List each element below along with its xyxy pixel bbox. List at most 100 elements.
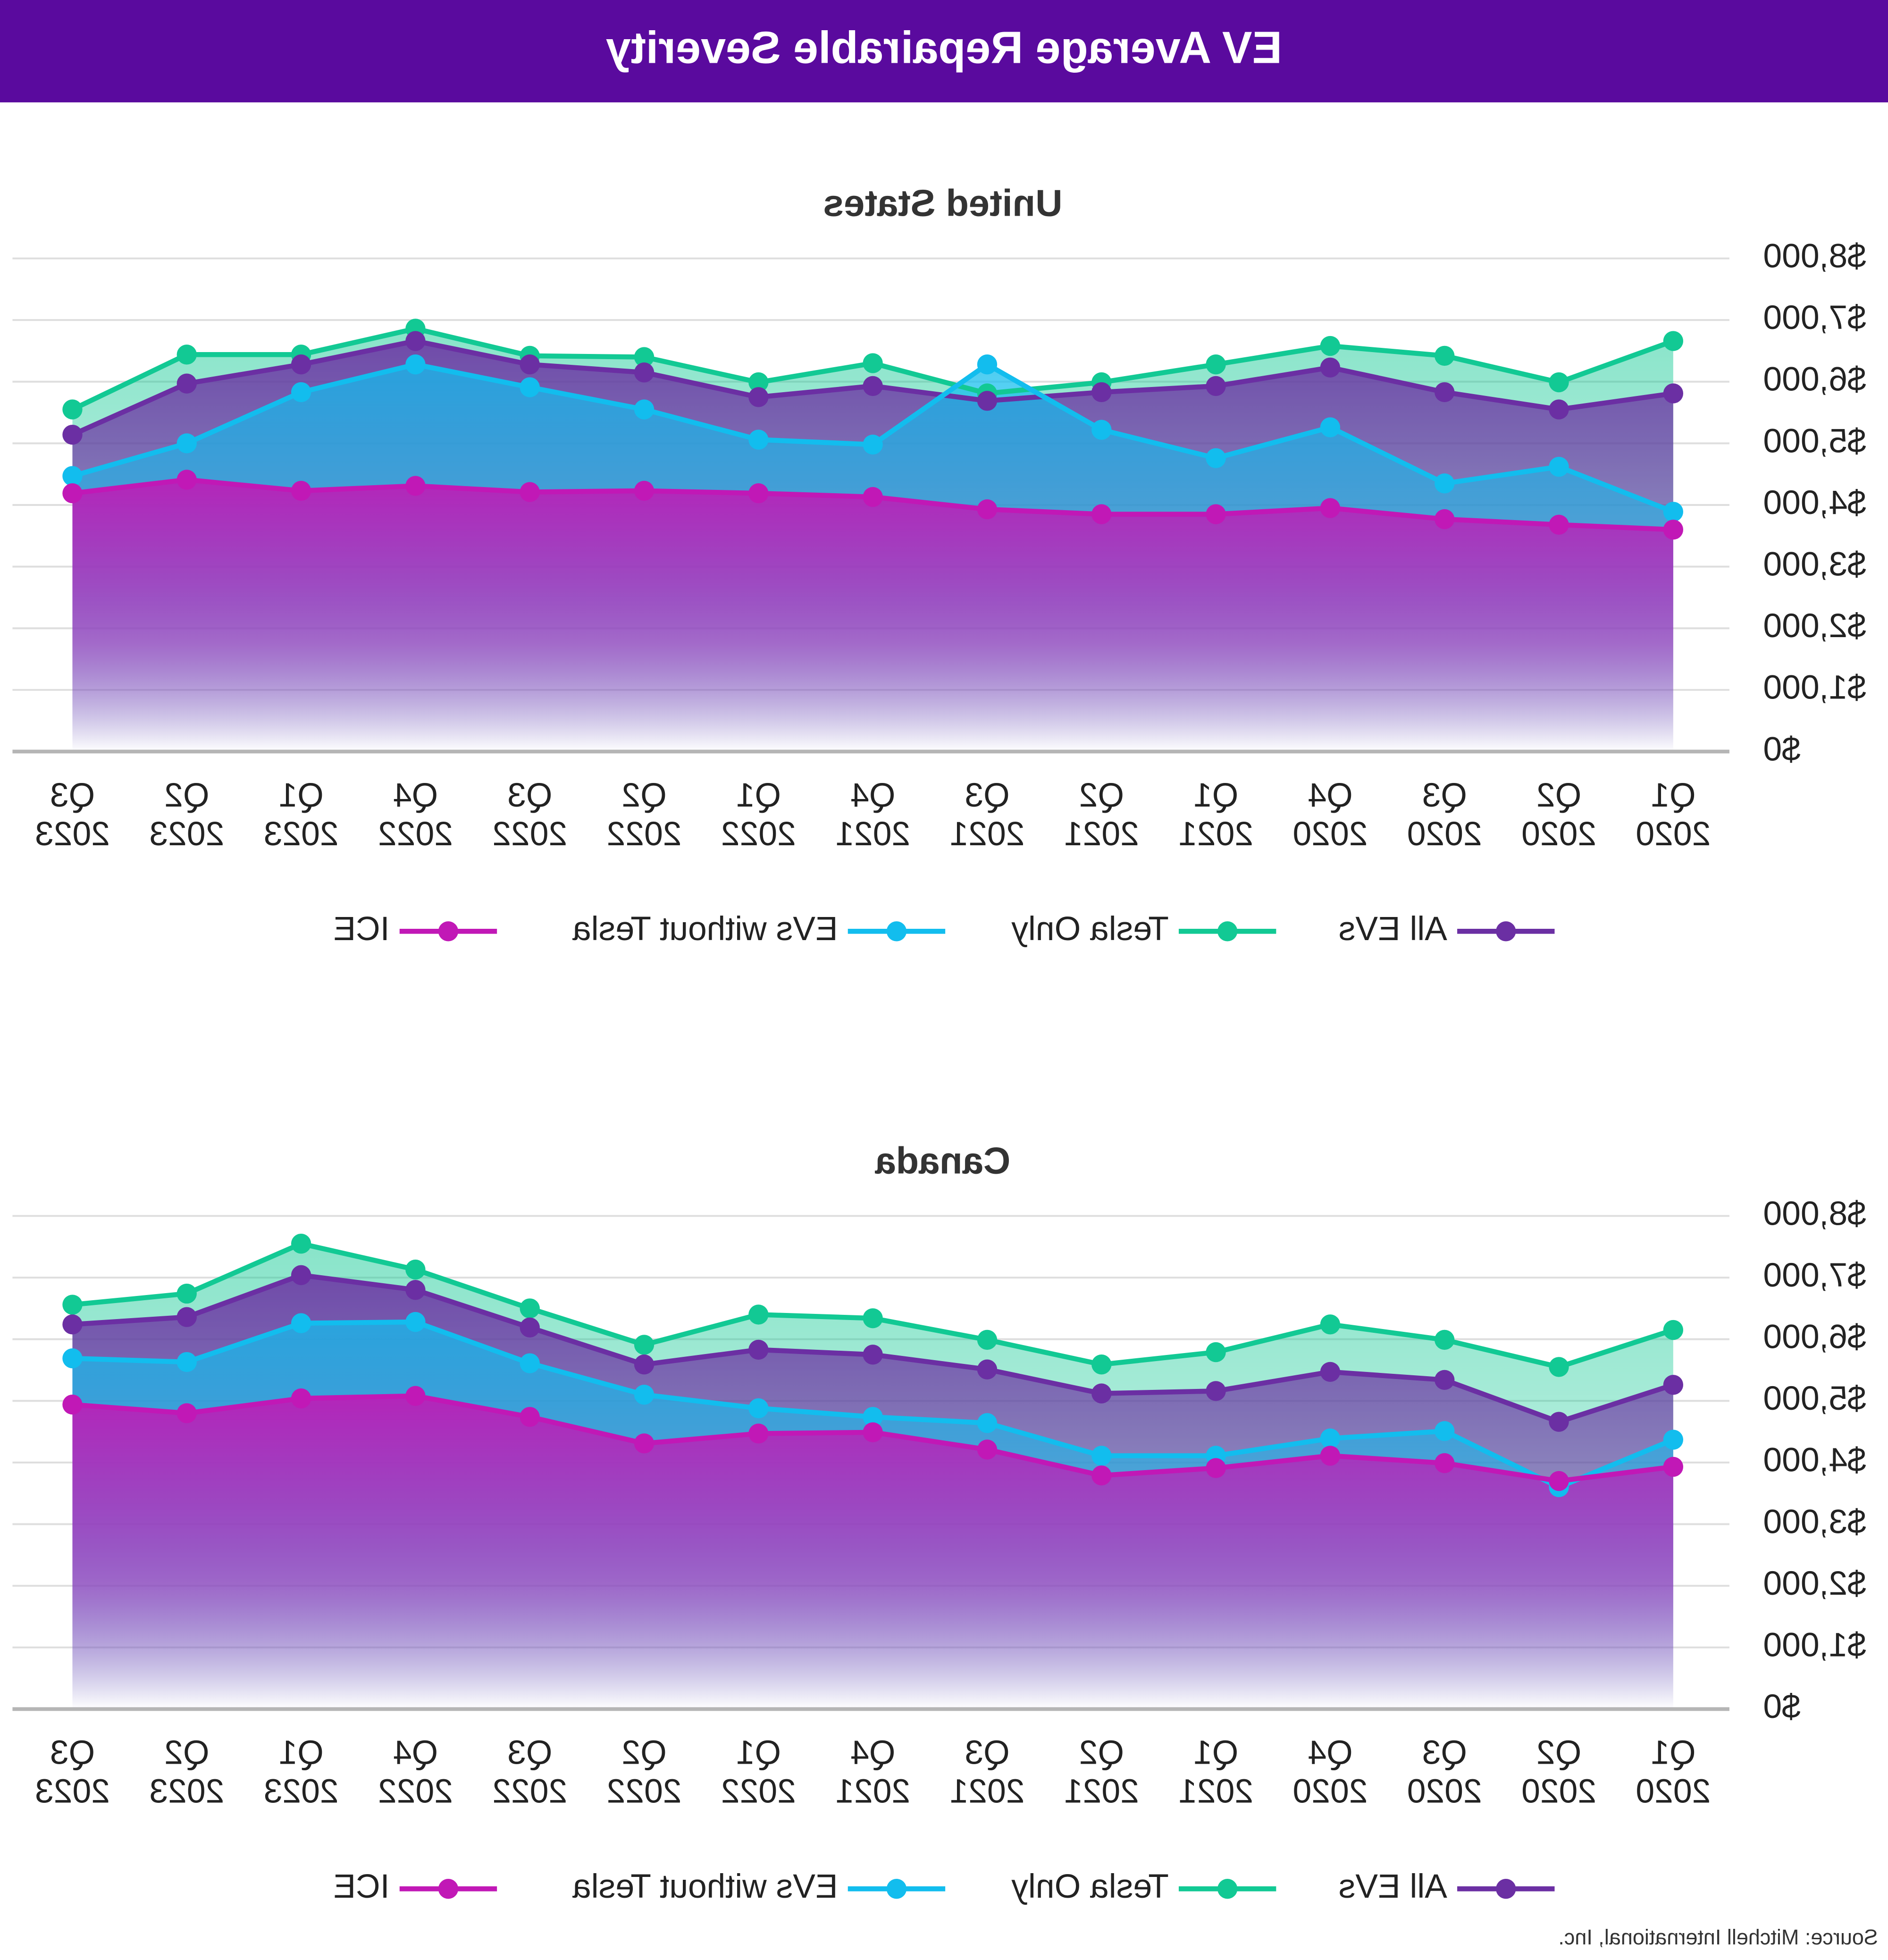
data-point	[1549, 456, 1569, 477]
y-tick-label: $3,000	[1763, 1503, 1866, 1540]
x-tick-label: Q4 2022	[378, 1734, 453, 1810]
data-point	[1320, 1314, 1341, 1335]
data-point	[1320, 1428, 1341, 1449]
data-point	[176, 1352, 197, 1372]
data-point	[748, 1339, 769, 1360]
x-tick-label-box: Q3 2023	[35, 1734, 110, 1810]
data-point	[1091, 504, 1112, 524]
y-tick-label: $7,000	[1763, 299, 1866, 336]
x-tick-label: Q1 2022	[721, 776, 796, 853]
data-point	[520, 354, 540, 375]
data-point	[1320, 498, 1341, 518]
data-point	[977, 1439, 998, 1460]
data-point	[1091, 1446, 1112, 1466]
data-point	[1206, 448, 1226, 468]
series-area	[72, 1396, 1673, 1709]
data-point	[863, 487, 883, 507]
data-point	[1435, 1453, 1455, 1473]
legend-marker	[1496, 921, 1516, 942]
data-point	[520, 482, 540, 502]
y-tick-label: $0	[1763, 730, 1800, 768]
y-tick-label: $2,000	[1763, 1565, 1866, 1602]
legend-label: Tesla Only	[1011, 910, 1169, 948]
x-tick-label: Q2 2022	[606, 776, 682, 853]
y-tick-label: $1,000	[1763, 1626, 1866, 1664]
data-point	[62, 466, 83, 486]
data-point	[1320, 357, 1341, 378]
data-point	[176, 470, 197, 490]
data-point	[1549, 399, 1569, 420]
data-point	[634, 1335, 655, 1355]
data-point	[1206, 354, 1226, 375]
data-point	[1206, 504, 1226, 524]
x-tick-label: Q4 2021	[835, 1734, 911, 1810]
data-point	[1320, 1362, 1341, 1382]
x-tick-label: Q2 2020	[1521, 776, 1597, 853]
x-tick-label: Q3 2023	[35, 776, 110, 853]
data-point	[1549, 1357, 1569, 1377]
data-point	[1091, 1383, 1112, 1404]
y-tick-label: $4,000	[1763, 484, 1866, 522]
data-point	[176, 433, 197, 454]
data-point	[176, 1283, 197, 1304]
data-point	[405, 476, 426, 496]
data-point	[748, 483, 769, 504]
x-tick-label: Q2 2021	[1064, 776, 1139, 853]
x-tick-label: Q3 2021	[949, 1734, 1025, 1810]
data-point	[1435, 1370, 1455, 1390]
legend-label: All EVs	[1339, 910, 1447, 948]
data-point	[1435, 473, 1455, 494]
data-point	[1206, 1458, 1226, 1478]
chart-subtitle: Canada	[875, 1139, 1011, 1181]
x-tick-label: Q4 2022	[378, 776, 453, 853]
data-point	[176, 1307, 197, 1327]
data-point	[405, 331, 426, 351]
x-tick-label: Q1 2022	[721, 1734, 796, 1810]
data-point	[634, 1354, 655, 1375]
y-tick-label: $2,000	[1763, 607, 1866, 645]
legend-marker	[438, 921, 459, 942]
data-point	[863, 434, 883, 455]
data-point	[748, 429, 769, 450]
data-point	[291, 382, 311, 403]
data-point	[634, 480, 655, 501]
y-tick-label: $3,000	[1763, 545, 1866, 583]
data-point	[1435, 1329, 1455, 1350]
series-area	[72, 479, 1673, 752]
x-tick-label: Q2 2023	[149, 1734, 225, 1810]
legend-label: EVs without Tesla	[572, 910, 838, 948]
data-point	[863, 1422, 883, 1443]
y-tick-label: $6,000	[1763, 1318, 1866, 1356]
data-point	[1549, 372, 1569, 393]
data-point	[1091, 420, 1112, 440]
data-point	[1549, 514, 1569, 535]
data-point	[1091, 382, 1112, 403]
data-point	[291, 1265, 311, 1285]
data-point	[62, 483, 83, 504]
data-point	[62, 1314, 83, 1335]
x-tick-label: Q3 2020	[1407, 1734, 1482, 1810]
data-point	[62, 424, 83, 445]
legend-label: EVs without Tesla	[572, 1867, 838, 1905]
x-tick-label: Q4 2020	[1292, 1734, 1368, 1810]
data-point	[176, 345, 197, 365]
data-point	[1091, 1354, 1112, 1375]
y-tick-label: $1,000	[1763, 669, 1866, 707]
x-tick-label: Q2 2021	[1064, 1734, 1139, 1810]
x-tick-label: Q1 2023	[263, 776, 339, 853]
legend-marker	[1217, 1879, 1238, 1899]
x-tick-label: Q1 2021	[1178, 1734, 1254, 1810]
data-point	[977, 391, 998, 411]
data-point	[977, 1329, 998, 1350]
data-point	[405, 1280, 426, 1300]
source-note: Source: Mitchell International, Inc.	[1558, 1925, 1878, 1949]
data-point	[634, 362, 655, 383]
data-point	[1663, 1430, 1684, 1450]
x-tick-label: Q2 2022	[606, 1734, 682, 1810]
data-point	[634, 399, 655, 420]
y-tick-label: $8,000	[1763, 1195, 1866, 1232]
title-bar	[0, 0, 1888, 102]
data-point	[291, 354, 311, 375]
x-tick-label-box: Q3 2023	[35, 776, 110, 853]
